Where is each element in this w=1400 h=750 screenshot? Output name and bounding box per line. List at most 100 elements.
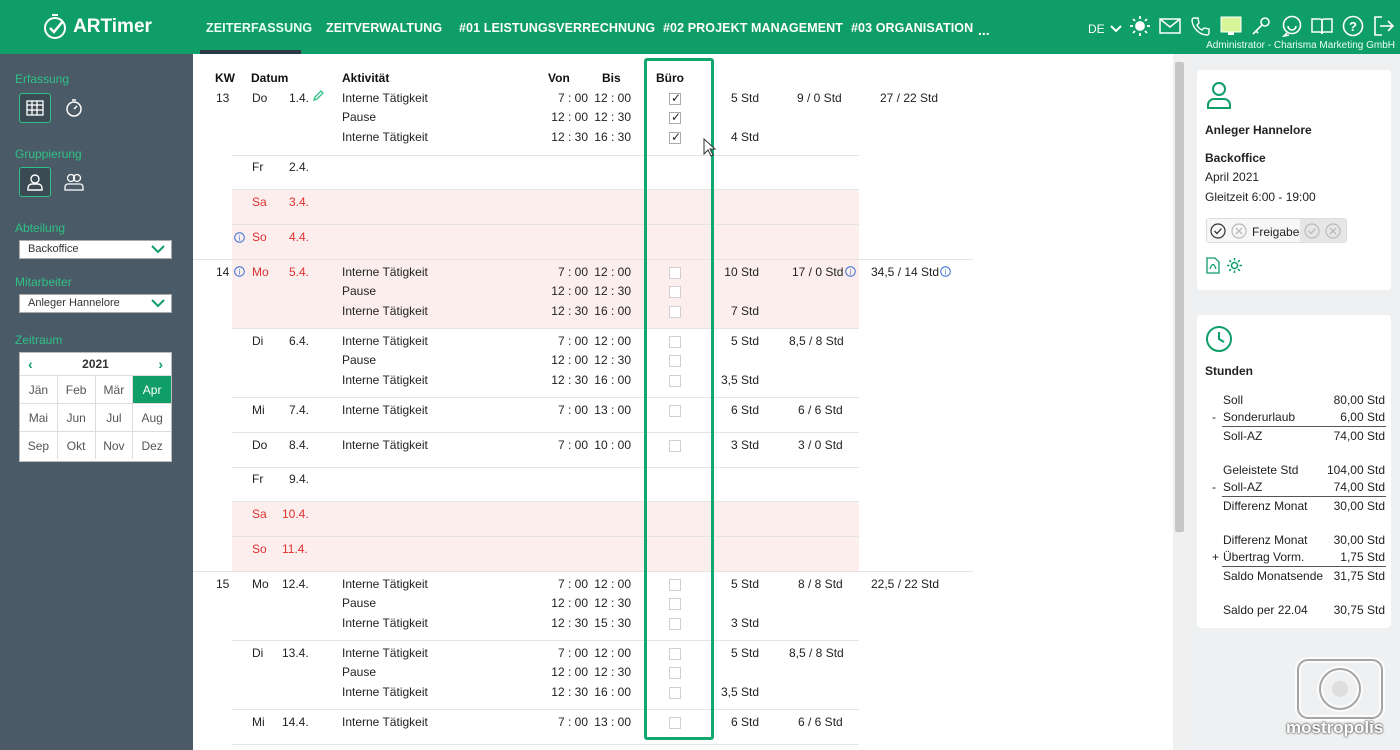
tab-organisation[interactable]: #03 ORGANISATION — [851, 21, 974, 35]
buero-checkbox[interactable] — [669, 579, 681, 591]
entry-activity: Pause — [342, 353, 377, 367]
tab-zeiterfassung[interactable]: ZEITERFASSUNG — [206, 21, 313, 35]
info-icon[interactable]: i — [234, 232, 245, 243]
day-name: Mo — [252, 265, 269, 279]
entry-activity: Interne Tätigkeit — [342, 403, 428, 417]
month-calendar: ‹ 2021 › Jän Feb Mär Apr Mai Jun Jul Aug Sep Okt N… — [19, 352, 172, 462]
buero-checkbox[interactable] — [669, 375, 681, 387]
logout-icon[interactable] — [1373, 15, 1395, 37]
buero-checkbox[interactable] — [669, 355, 681, 367]
sun-icon[interactable] — [1129, 15, 1151, 37]
hours-label: Differenz Monat — [1223, 533, 1308, 547]
buero-checkbox[interactable] — [669, 598, 681, 610]
buero-checkbox[interactable] — [669, 687, 681, 699]
abteilung-select[interactable]: Backoffice — [19, 240, 172, 259]
stopwatch-button[interactable] — [58, 93, 90, 123]
header-von: Von — [548, 71, 570, 85]
month-cell[interactable]: Sep — [20, 431, 58, 459]
month-cell[interactable]: Aug — [133, 403, 171, 431]
hours-value: 30,00 Std — [1333, 533, 1385, 547]
month-cell[interactable]: Feb — [57, 375, 96, 403]
pdf-icon[interactable] — [1206, 257, 1220, 274]
entry-activity: Interne Tätigkeit — [342, 373, 428, 387]
group-icon — [64, 173, 84, 191]
day-date: 8.4. — [289, 438, 310, 452]
hours-sign: - — [1212, 480, 1216, 494]
mitarbeiter-select[interactable]: Anleger Hannelore — [19, 294, 172, 313]
gruppierung-label: Gruppierung — [15, 147, 82, 161]
tab-zeitverwaltung[interactable]: ZEITVERWALTUNG — [326, 21, 443, 35]
month-cell[interactable]: Mai — [20, 403, 58, 431]
info-icon[interactable]: i — [234, 266, 245, 277]
approve-all-check-icon[interactable] — [1304, 223, 1320, 239]
help-icon[interactable]: ? — [1342, 15, 1364, 37]
buero-checkbox[interactable] — [669, 618, 681, 630]
entry-von: 7 : 00 — [557, 577, 588, 591]
kw-13: 13 — [216, 91, 230, 105]
buero-checkbox[interactable] — [669, 110, 681, 124]
month-cell[interactable]: Jun — [57, 403, 96, 431]
holiday-week-row-bg — [232, 259, 859, 328]
next-year-button[interactable]: › — [158, 356, 163, 372]
buero-checkbox[interactable] — [669, 306, 681, 318]
info-icon[interactable]: i — [940, 266, 951, 277]
buero-checkbox[interactable] — [669, 648, 681, 660]
scroll-thumb[interactable] — [1175, 62, 1184, 532]
entry-von: 12 : 30 — [551, 685, 588, 699]
key-icon[interactable] — [1250, 15, 1272, 37]
period-month: April 2021 — [1205, 170, 1260, 184]
person-icon — [1207, 82, 1231, 109]
entry-bis: 16 : 00 — [594, 373, 631, 387]
hours-label: Soll-AZ — [1223, 429, 1263, 443]
entry-von: 7 : 00 — [557, 646, 588, 660]
entry-bis: 10 : 00 — [594, 438, 631, 452]
buero-checkbox[interactable] — [669, 130, 681, 144]
buero-checkbox[interactable] — [669, 286, 681, 298]
reject-x-icon[interactable] — [1231, 223, 1247, 239]
entry-hours: 3,5 Std — [720, 373, 759, 387]
buero-checkbox[interactable] — [669, 717, 681, 729]
note-icon[interactable] — [1220, 15, 1242, 37]
app-logo[interactable]: ARTimer — [0, 0, 193, 54]
gear-icon[interactable] — [1226, 257, 1243, 274]
chat-icon[interactable] — [1281, 15, 1303, 37]
month-cell[interactable]: Jän — [20, 375, 58, 403]
entry-activity: Interne Tätigkeit — [342, 130, 428, 144]
reject-all-x-icon[interactable] — [1325, 223, 1341, 239]
month-cell[interactable]: Apr — [133, 375, 171, 403]
approve-check-icon[interactable] — [1210, 223, 1226, 239]
book-icon[interactable] — [1311, 15, 1333, 37]
month-cell[interactable]: Nov — [95, 431, 134, 459]
buero-checkbox[interactable] — [669, 667, 681, 679]
week-sum: 34,5 / 14 Std — [871, 265, 940, 279]
kw-15: 15 — [216, 577, 230, 591]
hours-value: 104,00 Std — [1326, 463, 1385, 477]
group-button[interactable] — [58, 167, 90, 197]
phone-icon[interactable] — [1189, 15, 1211, 37]
entry-bis: 13 : 00 — [594, 403, 631, 417]
grid-view-button[interactable] — [19, 93, 51, 123]
language-select[interactable]: DE — [1088, 22, 1122, 36]
prev-year-button[interactable]: ‹ — [28, 356, 33, 372]
month-cell[interactable]: Jul — [95, 403, 134, 431]
entry-bis: 12 : 00 — [594, 646, 631, 660]
tab-leistungsverrechnung[interactable]: #01 LEISTUNGSVERRECHNUNG — [459, 21, 656, 35]
single-person-button[interactable] — [19, 167, 51, 197]
mail-icon[interactable] — [1159, 15, 1181, 37]
month-cell[interactable]: Mär — [95, 375, 134, 403]
buero-checkbox[interactable] — [669, 91, 681, 105]
buero-checkbox[interactable] — [669, 267, 681, 279]
info-icon[interactable]: i — [845, 266, 856, 277]
entry-bis: 13 : 00 — [594, 715, 631, 729]
month-cell[interactable]: Dez — [133, 431, 171, 459]
month-cell[interactable]: Okt — [57, 431, 96, 459]
watermark-camera-logo — [1295, 657, 1385, 721]
scrollbar[interactable] — [1173, 54, 1186, 750]
edit-pencil-icon[interactable] — [312, 90, 324, 102]
tab-projekt-management[interactable]: #02 PROJEKT MANAGEMENT — [663, 21, 844, 35]
buero-checkbox[interactable] — [669, 405, 681, 417]
more-tabs-button[interactable]: ... — [978, 22, 990, 38]
entry-bis: 12 : 30 — [594, 284, 631, 298]
buero-checkbox[interactable] — [669, 336, 681, 348]
buero-checkbox[interactable] — [669, 440, 681, 452]
